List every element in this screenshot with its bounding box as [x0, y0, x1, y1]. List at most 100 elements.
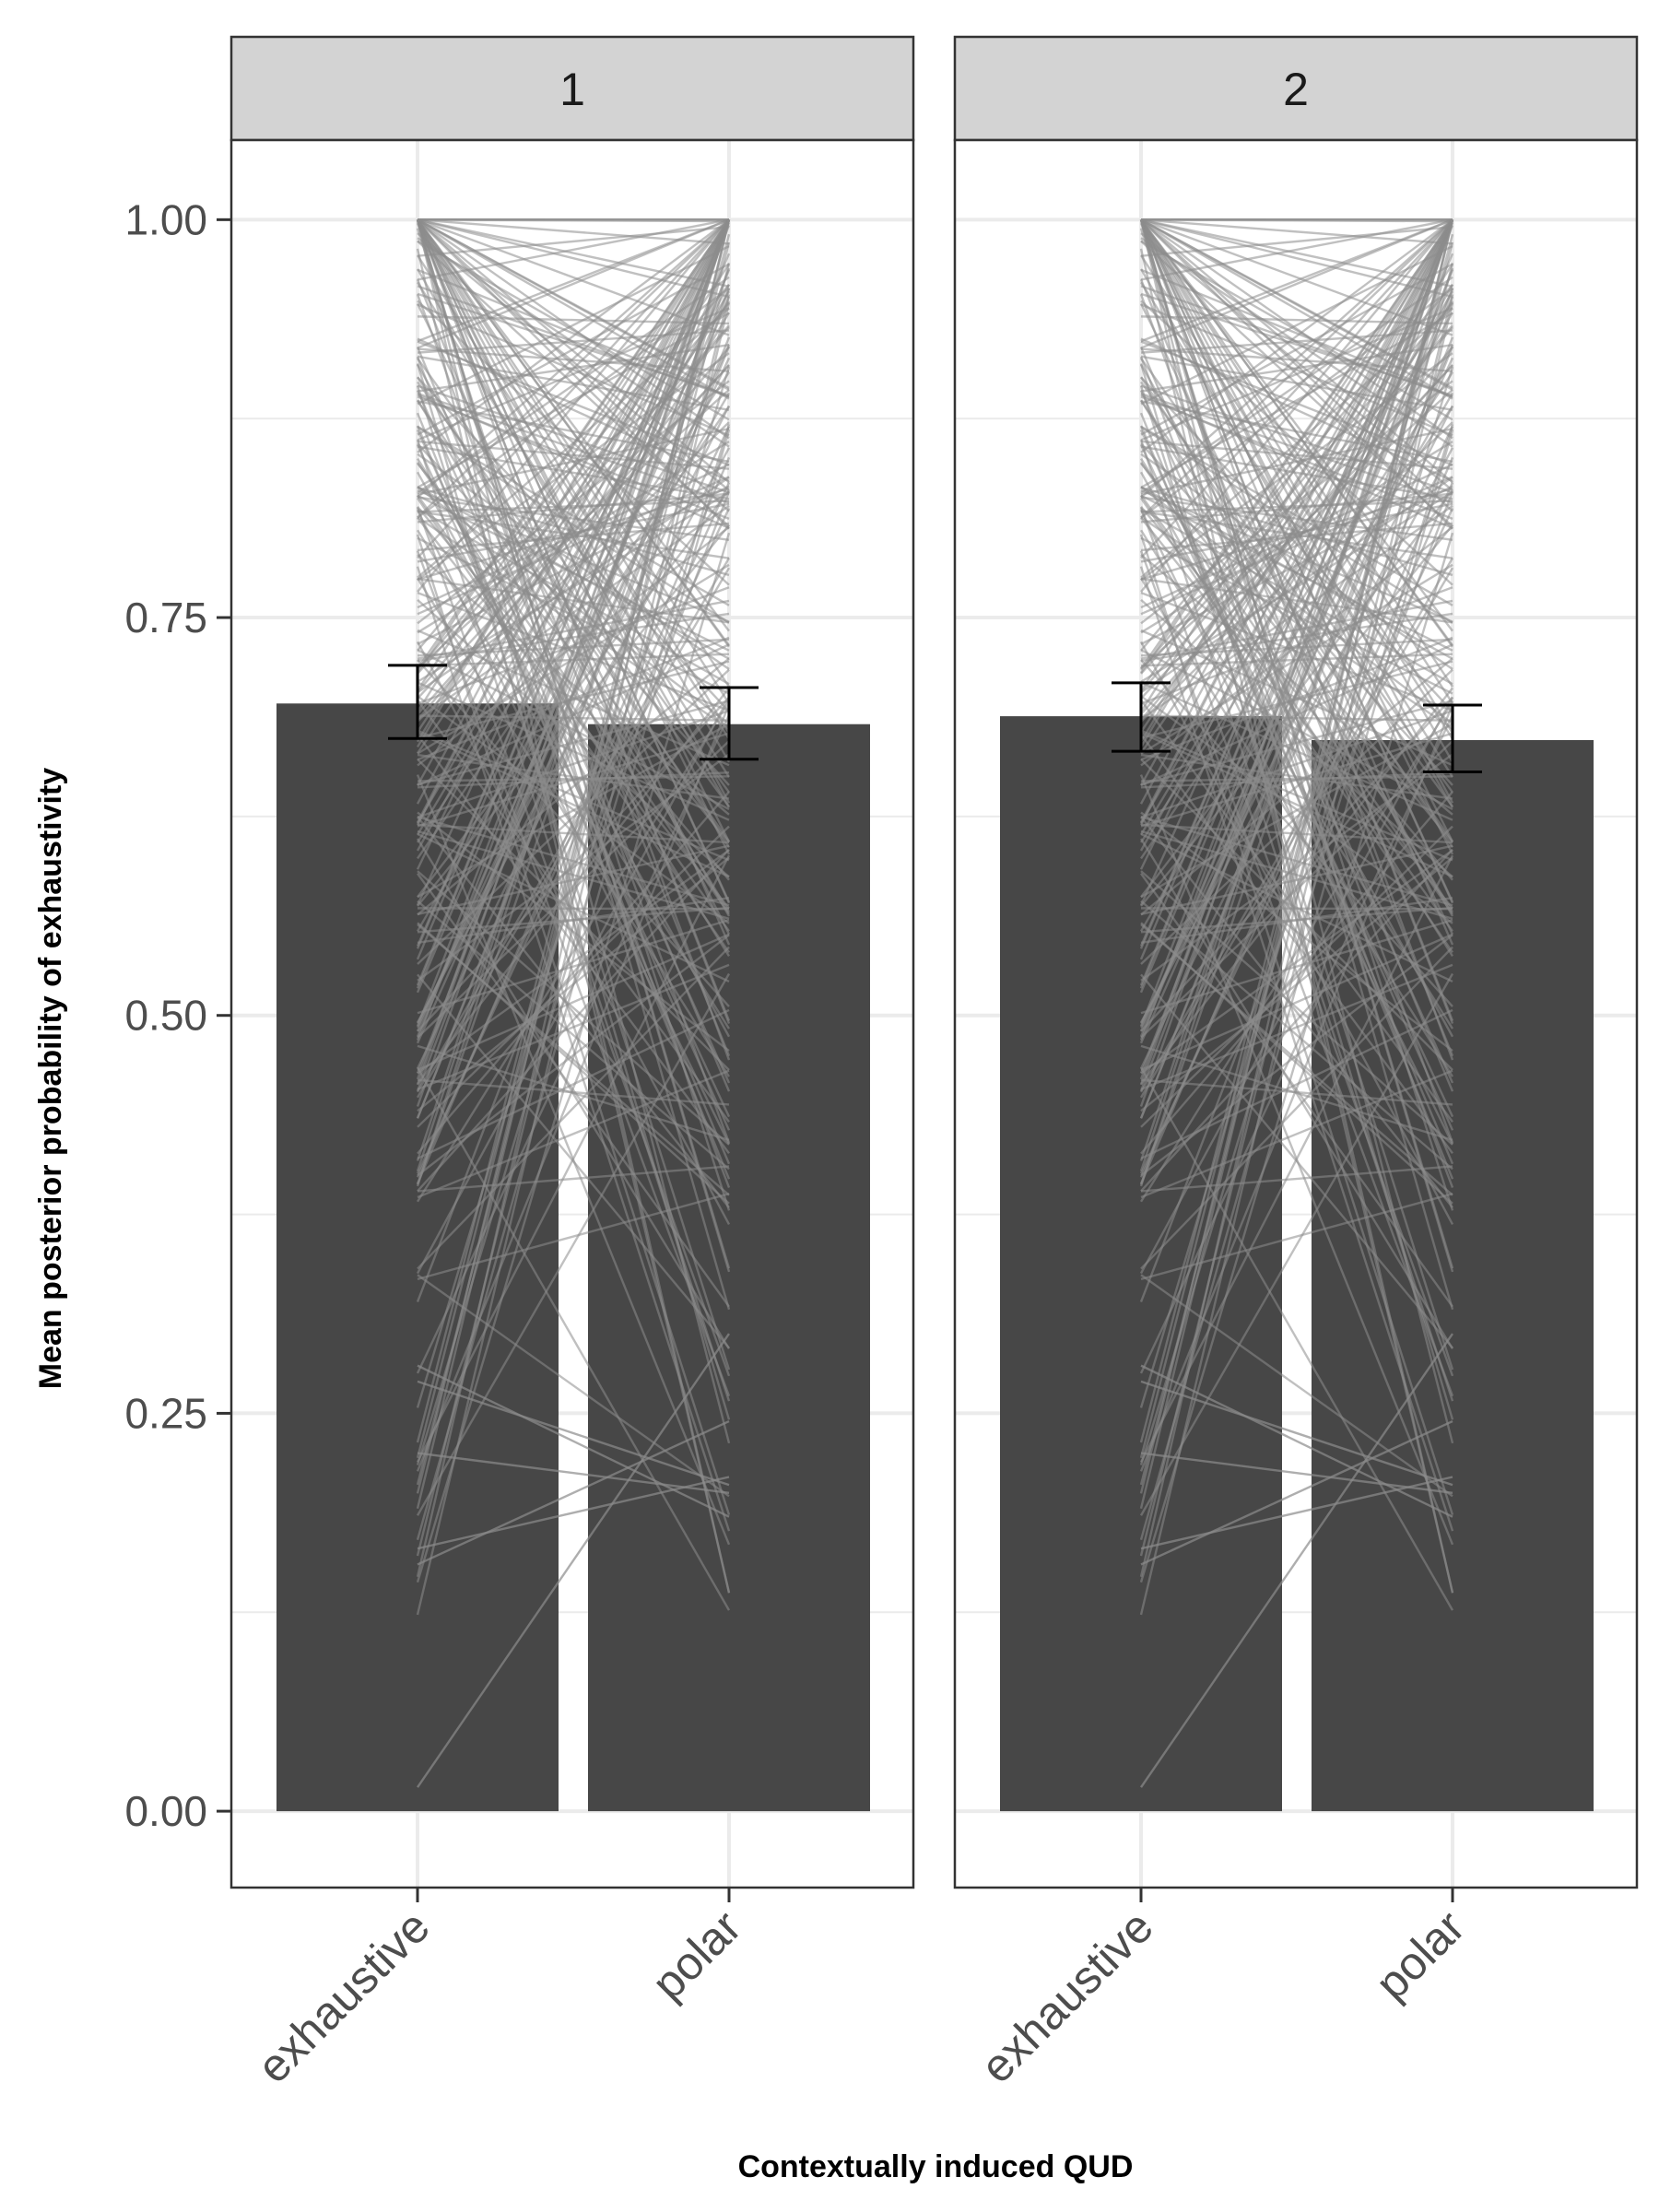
participant-line: [416, 700, 731, 1203]
participant-line: [1140, 488, 1453, 623]
participant-line: [1139, 218, 1454, 989]
error-bar-exhaustive: [1112, 681, 1171, 753]
participant-line: [416, 267, 731, 1092]
error-bar-exhaustive: [388, 664, 447, 740]
participant-line: [417, 426, 730, 624]
participant-line: [417, 586, 730, 705]
participant-line: [1140, 933, 1453, 1071]
participant-line: [1140, 376, 1453, 712]
participant-line: [1140, 502, 1453, 563]
participant-line: [417, 425, 730, 606]
participant-line: [1140, 218, 1453, 674]
participant-line: [1140, 1452, 1453, 1494]
participant-line: [1139, 218, 1454, 1041]
participant-line: [1139, 534, 1454, 1515]
participant-lines: [416, 218, 731, 1788]
participant-line: [417, 510, 730, 559]
y-tick-label: 0.75: [124, 594, 207, 641]
participant-line: [1139, 714, 1454, 1374]
participant-line: [417, 1364, 730, 1518]
participant-line: [1140, 218, 1453, 499]
participant-line: [417, 218, 730, 453]
participant-line: [417, 732, 730, 828]
participant-line: [417, 687, 730, 1085]
participant-line: [417, 873, 730, 1308]
participant-line: [1139, 550, 1454, 1397]
participant-line: [417, 1165, 730, 1193]
participant-line: [1139, 1066, 1454, 1611]
participant-line: [417, 287, 730, 519]
participant-line: [416, 425, 731, 1165]
participant-line: [416, 228, 731, 1211]
participant-line: [1140, 1078, 1453, 1106]
participant-line: [1140, 505, 1453, 881]
participant-line: [417, 700, 730, 1123]
x-tick-label: polar: [1366, 1900, 1475, 2009]
participant-line: [1139, 218, 1454, 1086]
participant-line: [416, 301, 731, 1616]
participant-line: [1139, 972, 1454, 1516]
participant-line: [1139, 301, 1454, 1616]
participant-line: [1140, 873, 1453, 1308]
participant-line: [1139, 218, 1454, 704]
participant-line: [417, 1452, 730, 1494]
participant-line: [1140, 577, 1453, 624]
participant-line: [1140, 732, 1453, 828]
participant-line: [417, 488, 730, 623]
participant-line: [1140, 307, 1453, 441]
participant-line: [1140, 563, 1453, 755]
participant-line: [417, 326, 730, 693]
participant-line: [1140, 287, 1453, 519]
y-tick-label: 0.50: [124, 992, 207, 1040]
participant-line: [1139, 507, 1454, 1377]
participant-line: [1140, 510, 1453, 559]
participant-line: [417, 244, 730, 406]
participant-line: [417, 536, 730, 695]
participant-line: [1140, 1333, 1453, 1788]
facet-panel: 1 exhaustive polar: [229, 35, 915, 2093]
participant-line: [1140, 1193, 1453, 1281]
participant-line: [1139, 447, 1454, 1023]
participant-line: [1139, 696, 1454, 1275]
participant-line: [1139, 490, 1454, 1303]
participant-line: [416, 490, 731, 1303]
participant-line: [417, 919, 730, 1015]
participant-line: [1140, 218, 1453, 559]
participant-line: [417, 263, 730, 436]
participant-line: [416, 219, 731, 1311]
participant-line: [417, 376, 730, 712]
panel-border: [953, 138, 1639, 1889]
participant-line: [1140, 1380, 1453, 1487]
participant-line: [417, 225, 730, 257]
participant-line: [1140, 492, 1453, 524]
participant-line: [1139, 219, 1454, 1444]
participant-line: [1140, 816, 1453, 1208]
participant-line: [417, 563, 730, 755]
participant-line: [1140, 218, 1453, 400]
participant-line: [416, 219, 731, 1594]
participant-line: [1140, 240, 1453, 528]
participant-line: [1139, 268, 1454, 808]
participant-line: [417, 505, 730, 881]
x-axis-title: Contextually induced QUD: [738, 2149, 1134, 2184]
participant-line: [1139, 700, 1454, 1203]
participant-line: [1140, 263, 1453, 436]
participant-line: [1140, 536, 1453, 695]
participant-line: [416, 1066, 731, 1611]
participant-line: [416, 346, 731, 1119]
participant-line: [417, 502, 730, 563]
participant-line: [416, 218, 731, 691]
facet-label: 1: [559, 64, 585, 115]
participant-line: [1140, 218, 1453, 390]
participant-line: [416, 532, 731, 1583]
participant-line: [417, 218, 730, 390]
facet-panels: 1 exhaustive polar 2 exhaustive polar: [229, 35, 1639, 2093]
facet-strip: [229, 35, 915, 142]
participant-line: [417, 218, 730, 299]
participant-lines: [1139, 218, 1454, 1788]
participant-line: [416, 219, 731, 1444]
participant-line: [417, 1380, 730, 1487]
participant-line: [1139, 457, 1454, 957]
participant-line: [417, 907, 730, 911]
participant-line: [1139, 557, 1454, 1093]
